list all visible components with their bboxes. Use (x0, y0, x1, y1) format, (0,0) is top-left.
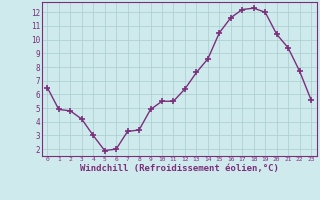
X-axis label: Windchill (Refroidissement éolien,°C): Windchill (Refroidissement éolien,°C) (80, 164, 279, 173)
